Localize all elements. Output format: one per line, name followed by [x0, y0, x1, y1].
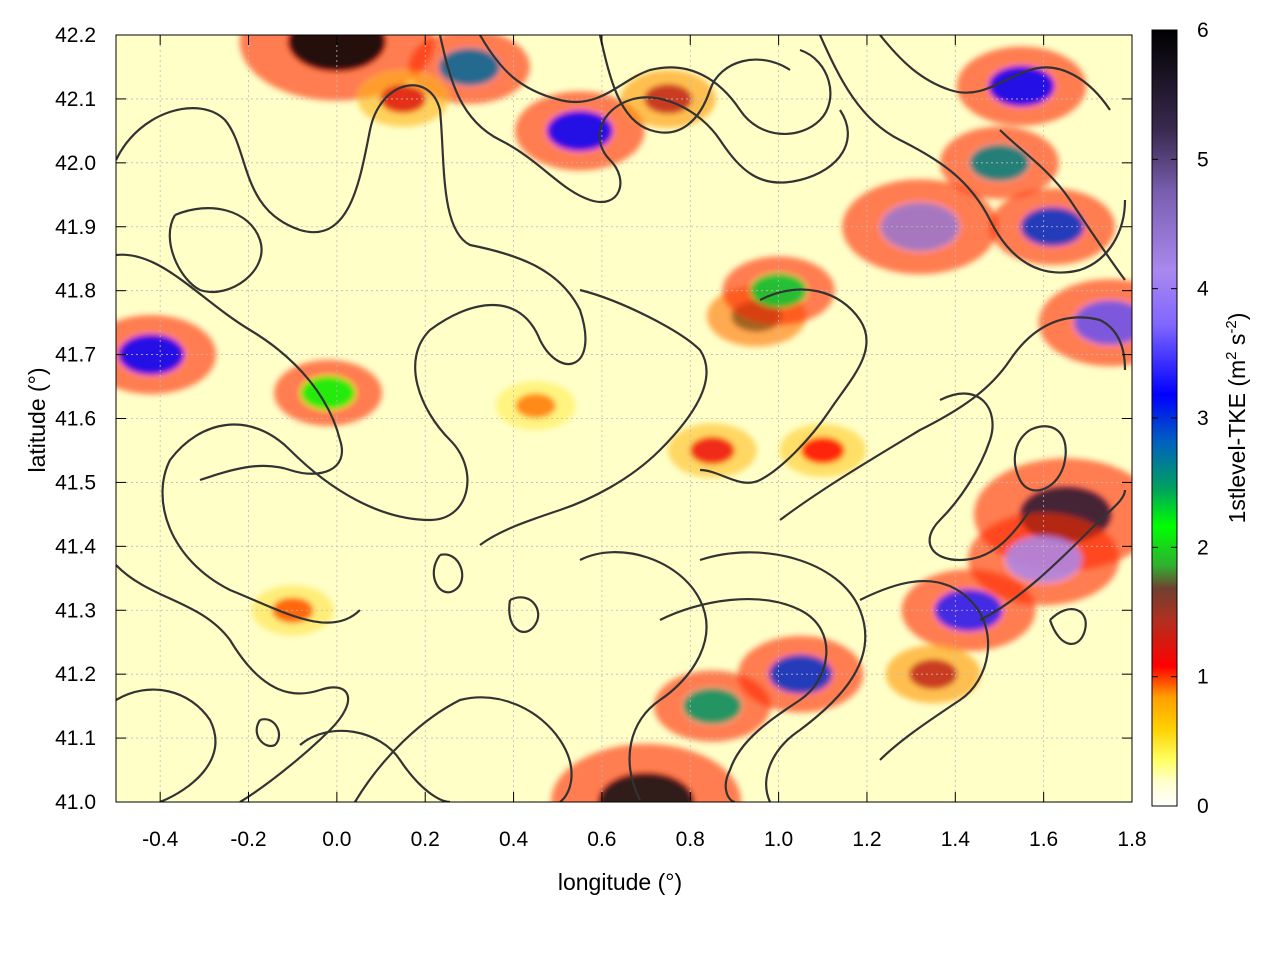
contour-line — [1048, 608, 1087, 646]
colorbar-tick-label: 5 — [1197, 148, 1209, 171]
x-tick-label: 1.6 — [1029, 828, 1058, 851]
y-tick-label: 42.2 — [55, 24, 96, 47]
contour-line — [432, 553, 464, 594]
contour-line — [579, 551, 708, 801]
x-tick-label: -0.2 — [230, 828, 266, 851]
x-tick-label: 0.0 — [322, 828, 351, 851]
tke-hotspot — [969, 144, 1030, 181]
contour-line — [598, 35, 791, 134]
y-tick-label: 41.7 — [55, 344, 96, 367]
tke-hotspot — [909, 659, 957, 689]
tke-hotspot — [881, 202, 959, 251]
contour-line — [928, 392, 1031, 562]
tke-hotspot — [989, 66, 1054, 106]
grid-lines — [116, 35, 1132, 802]
contour-line — [859, 580, 990, 761]
x-tick-label: 0.4 — [499, 828, 529, 851]
y-tick-label: 41.9 — [55, 216, 96, 239]
y-tick-label: 42.1 — [55, 88, 96, 111]
tke-hotspot — [801, 437, 845, 464]
tke-hotspot — [515, 393, 556, 418]
contour-line — [699, 551, 867, 802]
contour-line — [779, 316, 1127, 521]
colorbar-ticks: 0 1 2 3 4 5 6 — [1152, 19, 1209, 818]
y-tick-label: 41.4 — [55, 535, 96, 558]
contour-line — [354, 696, 573, 802]
contour-line — [508, 596, 540, 633]
colorbar-tick-label: 2 — [1197, 536, 1209, 559]
contour-line — [1013, 425, 1067, 492]
tke-hotspot — [547, 111, 613, 151]
contour-line — [999, 129, 1126, 281]
tke-hotspot — [301, 376, 356, 410]
contour-line — [479, 288, 708, 546]
x-axis-ticks: -0.4 -0.2 0.0 0.2 0.4 0.6 0.8 1.0 1.2 1.4 1.6 1.8 — [142, 35, 1147, 851]
contour-line — [879, 35, 1111, 111]
tke-hotspot — [439, 48, 500, 86]
x-tick-label: 1.4 — [941, 828, 971, 851]
colorbar-tick-label: 4 — [1197, 278, 1209, 301]
colorbar-label: 1stlevel-TKE (m2 s-2) — [1223, 313, 1250, 524]
contour-line — [659, 597, 828, 802]
colorbar-tick-label: 1 — [1197, 666, 1209, 689]
x-tick-label: 0.8 — [676, 828, 705, 851]
colorbar-tick-label: 3 — [1197, 407, 1209, 430]
tke-hotspot — [935, 589, 1003, 631]
contour-line — [438, 35, 849, 203]
y-tick-label: 41.3 — [55, 599, 96, 622]
y-axis-label: latitude (°) — [24, 367, 50, 472]
x-tick-label: 0.2 — [411, 828, 440, 851]
colorbar-tick-label: 0 — [1197, 795, 1209, 818]
y-axis-ticks: 41.0 41.1 41.2 41.3 41.4 41.5 41.6 41.7 41.8 41.9… — [55, 24, 1132, 814]
y-tick-label: 41.1 — [55, 727, 96, 750]
plot-area — [116, 35, 1132, 802]
y-tick-label: 41.2 — [55, 663, 96, 686]
contour-line — [979, 489, 1127, 621]
tke-hotspot — [598, 772, 694, 802]
tke-hotspot — [1074, 300, 1132, 345]
x-tick-label: 1.2 — [852, 828, 881, 851]
y-tick-label: 41.8 — [55, 280, 96, 303]
contour-line — [116, 84, 587, 624]
x-tick-label: 1.8 — [1117, 828, 1146, 851]
y-tick-label: 41.6 — [55, 408, 96, 431]
contour-line — [818, 35, 1127, 274]
contour-line — [116, 253, 343, 482]
contour-line — [116, 688, 217, 802]
x-tick-label: -0.4 — [142, 828, 179, 851]
tke-hotspot — [690, 436, 735, 464]
tke-field — [116, 35, 1132, 802]
x-tick-label: 0.6 — [587, 828, 616, 851]
tke-hotspot — [288, 35, 386, 72]
terrain-contours — [116, 35, 1127, 802]
y-tick-label: 41.0 — [55, 791, 96, 814]
tke-hotspot — [683, 688, 742, 724]
colorbar-tick-label: 6 — [1197, 19, 1209, 42]
colorbar: 0 1 2 3 4 5 6 1stlevel-TKE (m2 s-2) — [1151, 19, 1250, 818]
contour-line — [116, 564, 350, 802]
contour-line — [479, 35, 832, 136]
tke-hotspot — [1005, 536, 1082, 583]
contour-line — [255, 718, 281, 748]
contour-line — [299, 729, 451, 802]
y-tick-label: 41.5 — [55, 471, 96, 494]
y-tick-label: 42.0 — [55, 152, 96, 175]
contour-line — [168, 207, 263, 293]
x-axis-label: longitude (°) — [558, 869, 682, 895]
contour-line — [699, 288, 868, 484]
x-tick-label: 1.0 — [764, 828, 793, 851]
